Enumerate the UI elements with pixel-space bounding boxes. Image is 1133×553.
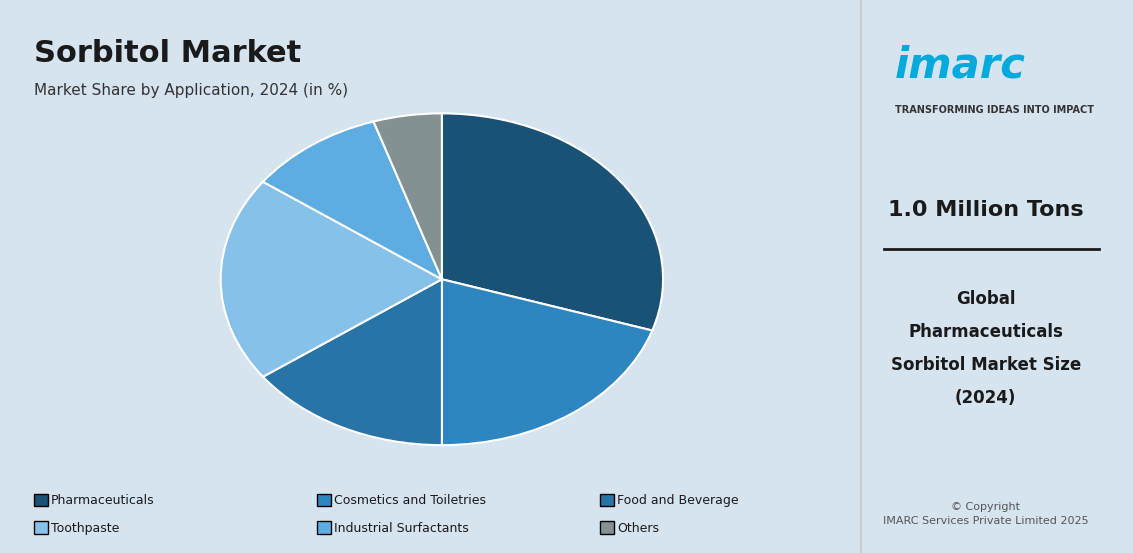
Wedge shape (263, 122, 442, 279)
Text: Global: Global (956, 290, 1015, 307)
Wedge shape (263, 279, 442, 445)
Text: Toothpaste: Toothpaste (51, 521, 119, 535)
Text: Sorbitol Market: Sorbitol Market (34, 39, 301, 67)
Text: Others: Others (617, 521, 659, 535)
Text: imarc: imarc (895, 44, 1026, 86)
Text: Food and Beverage: Food and Beverage (617, 494, 739, 507)
Text: 1.0 Million Tons: 1.0 Million Tons (888, 200, 1083, 220)
Text: Pharmaceuticals: Pharmaceuticals (909, 323, 1063, 341)
Wedge shape (442, 113, 663, 331)
Text: (2024): (2024) (955, 389, 1016, 407)
Text: TRANSFORMING IDEAS INTO IMPACT: TRANSFORMING IDEAS INTO IMPACT (895, 105, 1094, 115)
Wedge shape (374, 113, 442, 279)
Text: Market Share by Application, 2024 (in %): Market Share by Application, 2024 (in %) (34, 83, 348, 98)
Wedge shape (221, 182, 442, 377)
Wedge shape (442, 279, 653, 445)
Text: Cosmetics and Toiletries: Cosmetics and Toiletries (334, 494, 486, 507)
Text: © Copyright
IMARC Services Private Limited 2025: © Copyright IMARC Services Private Limit… (883, 502, 1089, 526)
Text: Industrial Surfactants: Industrial Surfactants (334, 521, 469, 535)
Text: Pharmaceuticals: Pharmaceuticals (51, 494, 154, 507)
Text: Sorbitol Market Size: Sorbitol Market Size (891, 356, 1081, 374)
